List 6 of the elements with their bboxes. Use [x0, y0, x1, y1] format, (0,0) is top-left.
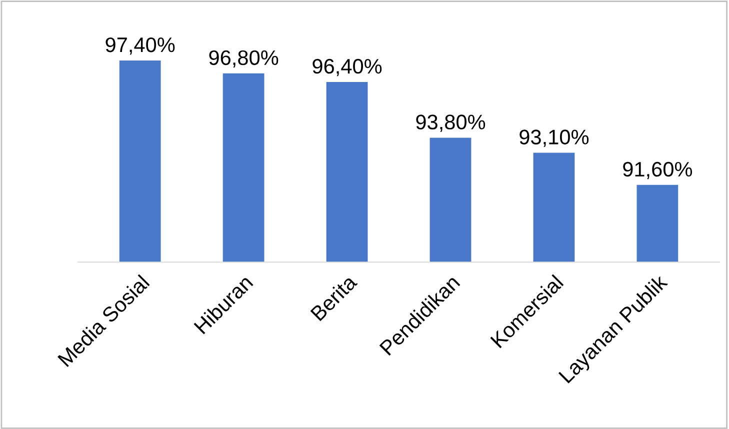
data-label: 91,60% [623, 162, 692, 180]
data-label: 93,80% [416, 114, 486, 132]
data-label: 93,10% [520, 130, 589, 147]
data-label: 96,40% [312, 58, 382, 76]
data-label: 96,80% [209, 50, 278, 68]
data-label: 97,40% [106, 37, 175, 55]
